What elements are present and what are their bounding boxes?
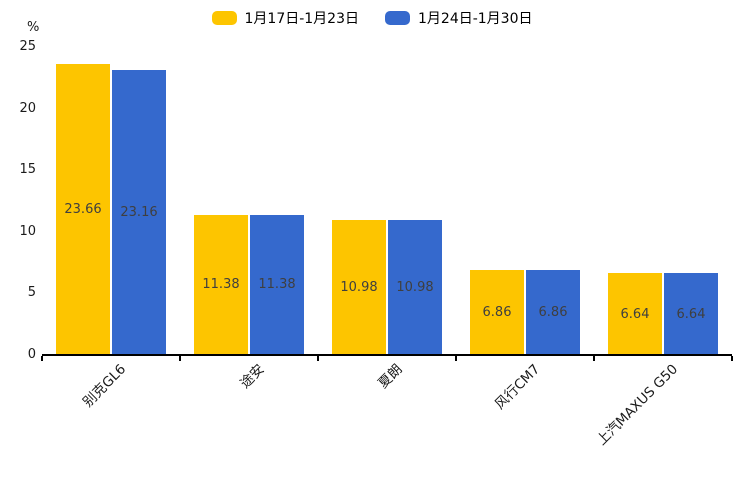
legend-swatch-icon [211, 11, 237, 25]
legend-label: 1月17日-1月23日 [244, 11, 360, 27]
bar-value-label: 6.64 [620, 306, 650, 322]
bar-上汽MAXUS G50-series-1: 6.64 [608, 273, 662, 355]
legend-swatch-icon [385, 11, 410, 25]
bar-value-label: 10.98 [396, 279, 434, 295]
x-category-label: 途安 [237, 361, 268, 392]
y-tick-label: 25 [19, 39, 36, 54]
x-axis-tick [731, 356, 733, 361]
y-tick-label: 20 [19, 100, 36, 116]
bar-上汽MAXUS G50-series-2: 6.64 [664, 273, 718, 355]
bar-别克GL6-series-1: 23.66 [56, 63, 110, 355]
y-tick-label: 15 [19, 162, 36, 178]
x-category-label: 风行CM7 [492, 361, 544, 413]
bar-value-label: 11.38 [258, 277, 296, 293]
x-axis-tick [41, 356, 43, 361]
legend: 1月17日-1月23日 1月24日-1月30日 [0, 8, 744, 28]
x-category-label: 夏朗 [375, 361, 406, 392]
bar-value-label: 6.86 [482, 305, 512, 321]
y-tick-label: 0 [27, 347, 36, 362]
x-axis-line [42, 354, 732, 356]
y-tick-label: 10 [19, 223, 36, 239]
legend-item-series-1[interactable]: 1月17日-1月23日 [211, 8, 360, 28]
x-category-label: 上汽MAXUS G50 [594, 361, 682, 449]
bar-value-label: 6.64 [676, 306, 706, 322]
x-axis-tick [179, 356, 181, 361]
bar-夏朗-series-1: 10.98 [332, 219, 386, 355]
bar-风行CM7-series-1: 6.86 [470, 270, 524, 355]
bar-风行CM7-series-2: 6.86 [526, 270, 580, 355]
x-axis-tick [317, 356, 319, 361]
x-axis-tick [593, 356, 595, 361]
x-category-label: 别克GL6 [80, 361, 130, 411]
bar-value-label: 10.98 [340, 279, 378, 295]
bar-途安-series-2: 11.38 [250, 214, 304, 355]
bar-value-label: 23.66 [64, 201, 102, 217]
bar-value-label: 6.86 [538, 305, 568, 321]
legend-label: 1月24日-1月30日 [418, 11, 533, 27]
bar-别克GL6-series-2: 23.16 [112, 69, 166, 355]
bar-value-label: 11.38 [202, 277, 240, 293]
y-axis-unit-label: % [27, 20, 40, 35]
y-tick-label: 5 [27, 285, 36, 301]
bar-value-label: 23.16 [120, 204, 158, 220]
bar-夏朗-series-2: 10.98 [388, 219, 442, 355]
x-axis-tick [455, 356, 457, 361]
bar-途安-series-1: 11.38 [194, 214, 248, 355]
legend-item-series-2[interactable]: 1月24日-1月30日 [385, 8, 533, 28]
